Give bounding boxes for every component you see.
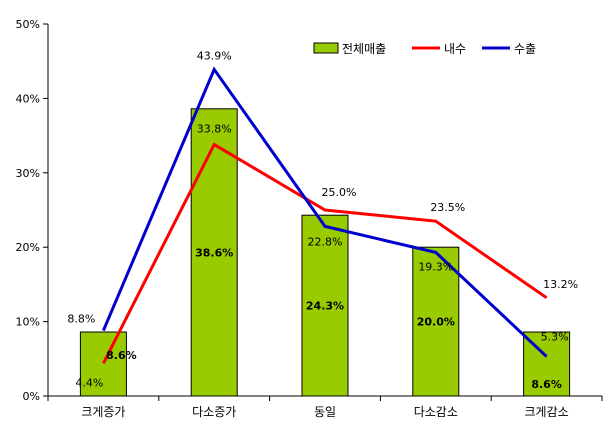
- y-tick-label: 20%: [16, 241, 40, 254]
- legend-label: 전체매출: [342, 42, 386, 56]
- x-tick-label: 다소감소: [414, 405, 458, 419]
- data-labels: 8.6% 38.6% 24.3% 20.0% 8.6% 4.4% 33.8% 25.0% 23.…: [67, 49, 578, 391]
- series-line: [102, 66, 548, 358]
- line-data-label: 8.8%: [67, 313, 95, 326]
- line-data-label: 43.9%: [197, 49, 232, 62]
- x-tick-label: 동일: [314, 405, 336, 419]
- y-tick-label: 30%: [16, 167, 40, 180]
- y-tick-label: 40%: [16, 92, 40, 105]
- x-tick-label: 크게감소: [525, 405, 569, 419]
- bar-data-label: 38.6%: [195, 246, 233, 259]
- line-data-label: 13.2%: [543, 278, 578, 291]
- bar-data-label: 20.0%: [417, 316, 455, 329]
- line-data-label: 19.3%: [418, 260, 453, 273]
- series-line: [102, 142, 548, 364]
- line-data-label: 33.8%: [197, 123, 232, 136]
- y-tick-label: 10%: [16, 316, 40, 329]
- bar: [301, 214, 349, 397]
- legend-swatch: [313, 42, 339, 54]
- legend-label: 수출: [514, 42, 536, 56]
- bar-data-label: 24.3%: [306, 300, 344, 313]
- x-tick-label: 크게증가: [81, 405, 125, 419]
- y-tick-label: 50%: [16, 18, 40, 31]
- y-tick-label: 0%: [23, 390, 40, 403]
- bar-data-label: 8.6%: [106, 349, 137, 362]
- line-data-label: 23.5%: [430, 201, 465, 214]
- line-data-label: 22.8%: [308, 235, 343, 248]
- legend: 전체매출 내수 수출: [313, 42, 536, 56]
- line-data-label: 4.4%: [75, 376, 103, 389]
- axes: 0% 10% 20% 30% 40% 50% 크게증가 다소증가 동일 다소감소 크게감소: [16, 18, 603, 419]
- bar: [79, 331, 127, 397]
- bar: [190, 108, 238, 397]
- x-tick-label: 다소증가: [192, 405, 236, 419]
- bar-data-label: 8.6%: [531, 378, 562, 391]
- bar: [412, 246, 460, 397]
- bars: [79, 108, 571, 397]
- line-data-label: 5.3%: [541, 331, 569, 344]
- line-data-label: 25.0%: [322, 186, 357, 199]
- legend-label: 내수: [444, 42, 466, 56]
- lines: [102, 66, 548, 364]
